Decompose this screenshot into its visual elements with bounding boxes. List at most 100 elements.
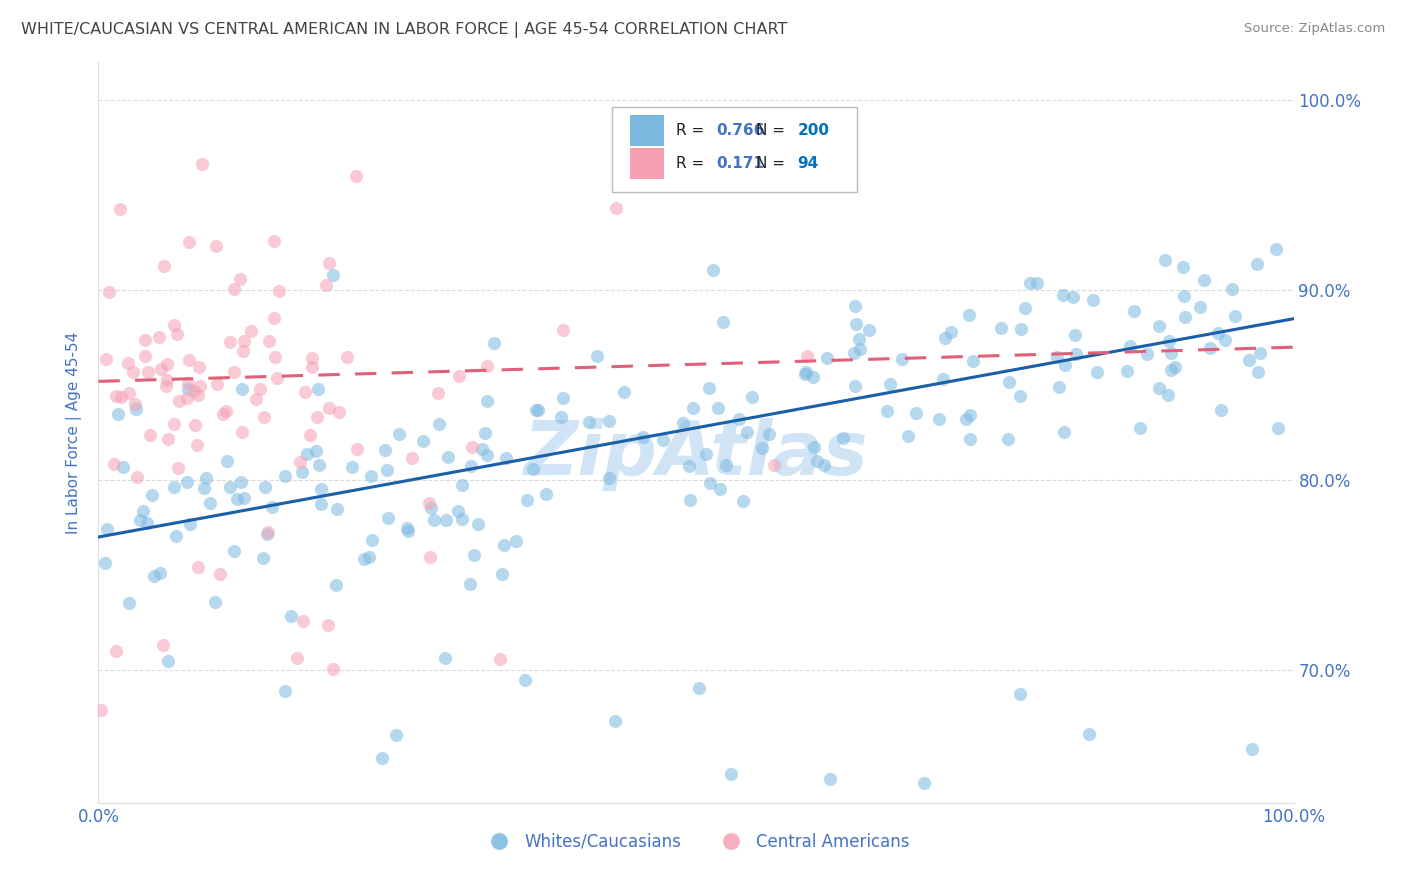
Point — [897, 428, 920, 442]
Point — [231, 425, 253, 439]
Point — [176, 376, 198, 391]
Point — [301, 351, 323, 366]
Legend: Whites/Caucasians, Central Americans: Whites/Caucasians, Central Americans — [475, 826, 917, 857]
Text: 0.766: 0.766 — [716, 123, 765, 138]
Point — [427, 417, 450, 431]
Point — [125, 402, 148, 417]
Point — [149, 566, 172, 580]
Point — [796, 349, 818, 363]
Point — [187, 388, 209, 402]
Point — [578, 415, 600, 429]
Bar — [630, 147, 664, 178]
Point — [318, 401, 340, 415]
Point — [550, 409, 572, 424]
Point — [224, 282, 246, 296]
Point — [163, 417, 186, 432]
Point — [678, 459, 700, 474]
Point — [110, 202, 132, 216]
Point — [186, 438, 208, 452]
Point — [1053, 425, 1076, 439]
Point — [298, 427, 321, 442]
Point — [353, 552, 375, 566]
Point — [266, 371, 288, 385]
Point — [190, 379, 212, 393]
Text: 94: 94 — [797, 156, 818, 171]
Point — [735, 425, 758, 439]
Point — [118, 596, 141, 610]
Text: N =: N = — [756, 156, 785, 171]
Point — [720, 766, 742, 780]
Point — [714, 458, 737, 473]
Point — [939, 325, 962, 339]
Text: 0.171: 0.171 — [716, 156, 765, 171]
Point — [142, 568, 165, 582]
Point — [225, 492, 247, 507]
Point — [184, 417, 207, 432]
Text: R =: R = — [676, 156, 704, 171]
Point — [727, 412, 749, 426]
Point — [461, 440, 484, 454]
Point — [396, 524, 419, 538]
Text: 200: 200 — [797, 123, 830, 138]
Bar — [630, 115, 664, 146]
Point — [477, 394, 499, 409]
Point — [1189, 300, 1212, 314]
Point — [215, 404, 238, 418]
Point — [458, 577, 481, 591]
Point — [463, 548, 485, 562]
Point — [682, 401, 704, 416]
Point — [141, 488, 163, 502]
Point — [239, 324, 262, 338]
Point — [1246, 365, 1268, 379]
Point — [1064, 328, 1087, 343]
Point — [198, 496, 221, 510]
Point — [990, 321, 1012, 335]
Text: WHITE/CAUCASIAN VS CENTRAL AMERICAN IN LABOR FORCE | AGE 45-54 CORRELATION CHART: WHITE/CAUCASIAN VS CENTRAL AMERICAN IN L… — [21, 22, 787, 38]
Point — [796, 365, 818, 379]
Point — [524, 403, 547, 417]
Point — [1019, 276, 1042, 290]
Point — [360, 469, 382, 483]
Point — [1010, 688, 1032, 702]
Point — [1062, 290, 1084, 304]
Point — [1213, 333, 1236, 347]
Point — [651, 434, 673, 448]
Point — [176, 475, 198, 490]
Point — [166, 461, 188, 475]
Point — [688, 681, 710, 695]
Point — [997, 432, 1019, 446]
Point — [845, 318, 868, 332]
Point — [218, 335, 240, 350]
Point — [254, 480, 277, 494]
Point — [420, 501, 443, 516]
Point — [316, 618, 339, 632]
Point — [301, 360, 323, 375]
Point — [204, 595, 226, 609]
Point — [801, 370, 824, 384]
Point — [322, 268, 344, 282]
Point — [359, 549, 381, 564]
Point — [374, 442, 396, 457]
Point — [803, 440, 825, 454]
Point — [488, 652, 510, 666]
Point — [291, 466, 314, 480]
Point — [124, 397, 146, 411]
Point — [471, 442, 494, 456]
Point — [522, 462, 544, 476]
Point — [195, 471, 218, 485]
Point — [187, 560, 209, 574]
Point — [253, 410, 276, 425]
Point — [815, 351, 838, 365]
Point — [96, 352, 118, 367]
Point — [264, 350, 287, 364]
Point — [513, 673, 536, 688]
Point — [1192, 272, 1215, 286]
Point — [321, 662, 343, 676]
Point — [957, 309, 980, 323]
Point — [844, 378, 866, 392]
Point — [962, 353, 984, 368]
Point — [1083, 293, 1105, 308]
Point — [193, 482, 215, 496]
Point — [460, 458, 482, 473]
Point — [1010, 322, 1032, 336]
